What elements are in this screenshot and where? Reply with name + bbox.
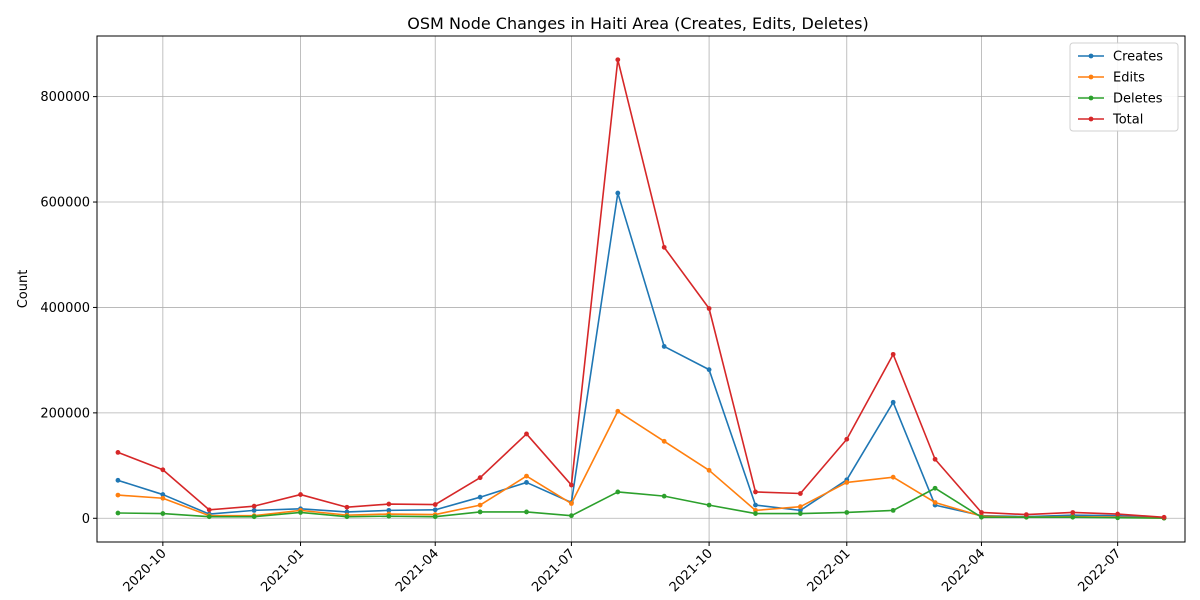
data-point-edits [477, 502, 483, 508]
legend-label-deletes: Deletes [1113, 92, 1163, 107]
data-point-deletes [115, 510, 121, 516]
data-point-deletes [524, 509, 529, 515]
data-point-creates [615, 190, 621, 196]
data-point-creates [477, 494, 483, 500]
data-point-deletes [979, 514, 984, 520]
data-point-total [706, 306, 712, 311]
data-point-deletes [706, 502, 712, 508]
series-line-total [117, 58, 1165, 519]
data-point-creates [890, 399, 896, 405]
legend-marker-edits [1088, 74, 1094, 80]
data-point-edits [706, 467, 712, 473]
data-point-deletes [569, 513, 574, 519]
data-point-total [1023, 512, 1029, 517]
data-point-total [1070, 510, 1076, 515]
data-point-deletes [160, 511, 166, 516]
data-point-total [890, 351, 896, 357]
series-deletes [115, 485, 1167, 521]
data-point-total [569, 482, 574, 488]
data-point-creates [160, 492, 166, 497]
data-point-total [661, 244, 667, 250]
data-point-edits [932, 500, 938, 505]
data-point-deletes [251, 514, 257, 520]
data-point-edits [524, 473, 529, 479]
y-tick-label: 800000 [40, 90, 90, 105]
data-point-total [1115, 511, 1121, 517]
data-point-total [344, 504, 350, 510]
data-point-deletes [615, 489, 621, 495]
data-point-deletes [844, 510, 850, 515]
data-point-total [251, 503, 257, 509]
data-point-deletes [477, 509, 483, 515]
series-line-deletes [117, 487, 1165, 519]
data-point-edits [160, 495, 166, 501]
data-point-deletes [1070, 514, 1076, 520]
data-point-creates [661, 344, 667, 349]
legend: Creates Edits Deletes Total [1069, 42, 1179, 132]
data-point-deletes [1115, 515, 1121, 521]
data-point-deletes [797, 511, 803, 516]
data-point-total [1161, 514, 1167, 520]
data-point-deletes [386, 513, 392, 519]
legend-label-edits: Edits [1113, 71, 1145, 86]
legend-label-total: Total [1112, 113, 1143, 128]
legend-marker-total [1088, 116, 1094, 122]
data-point-total [615, 57, 621, 63]
series-total [115, 57, 1167, 520]
data-point-edits [797, 504, 803, 510]
data-point-edits [569, 501, 574, 506]
data-point-creates [251, 507, 257, 513]
legend-label-creates: Creates [1113, 50, 1163, 65]
legend-box [1069, 42, 1179, 132]
data-point-edits [844, 480, 850, 485]
data-point-creates [115, 477, 121, 483]
data-point-deletes [661, 493, 667, 499]
data-point-deletes [206, 514, 212, 520]
data-point-edits [661, 438, 667, 444]
data-point-total [386, 501, 392, 507]
data-point-total [979, 510, 984, 515]
data-point-creates [753, 502, 758, 508]
data-point-total [206, 507, 212, 513]
data-point-total [753, 489, 758, 495]
data-point-total [432, 502, 438, 507]
legend-marker-deletes [1088, 95, 1094, 101]
data-point-total [932, 456, 938, 462]
y-tick-label: 0 [82, 512, 90, 527]
plot-frame [96, 35, 1186, 543]
series-lines [115, 57, 1167, 521]
data-point-deletes [932, 485, 938, 491]
series-line-edits [117, 410, 1165, 519]
data-point-deletes [344, 514, 350, 520]
data-point-creates [432, 507, 438, 513]
data-point-creates [706, 367, 712, 373]
data-point-total [160, 467, 166, 473]
data-point-total [298, 492, 303, 497]
data-point-deletes [890, 507, 896, 513]
data-point-total [477, 475, 483, 481]
data-point-total [797, 491, 803, 496]
data-point-edits [890, 474, 896, 480]
gridlines [97, 36, 1185, 542]
y-axis-label: Count [16, 270, 31, 309]
data-point-deletes [432, 514, 438, 520]
data-point-edits [615, 408, 621, 414]
data-point-total [524, 431, 529, 437]
data-point-total [844, 436, 850, 442]
y-tick-label: 600000 [40, 196, 90, 211]
data-point-edits [115, 492, 121, 498]
data-point-deletes [298, 510, 303, 515]
data-point-total [115, 449, 121, 455]
data-point-creates [524, 480, 529, 485]
y-tick-label: 200000 [40, 406, 90, 421]
y-tick-label: 400000 [40, 301, 90, 316]
data-point-creates [386, 507, 392, 513]
legend-marker-creates [1088, 53, 1094, 59]
data-point-deletes [753, 511, 758, 516]
chart-title: OSM Node Changes in Haiti Area (Creates,… [407, 14, 868, 33]
